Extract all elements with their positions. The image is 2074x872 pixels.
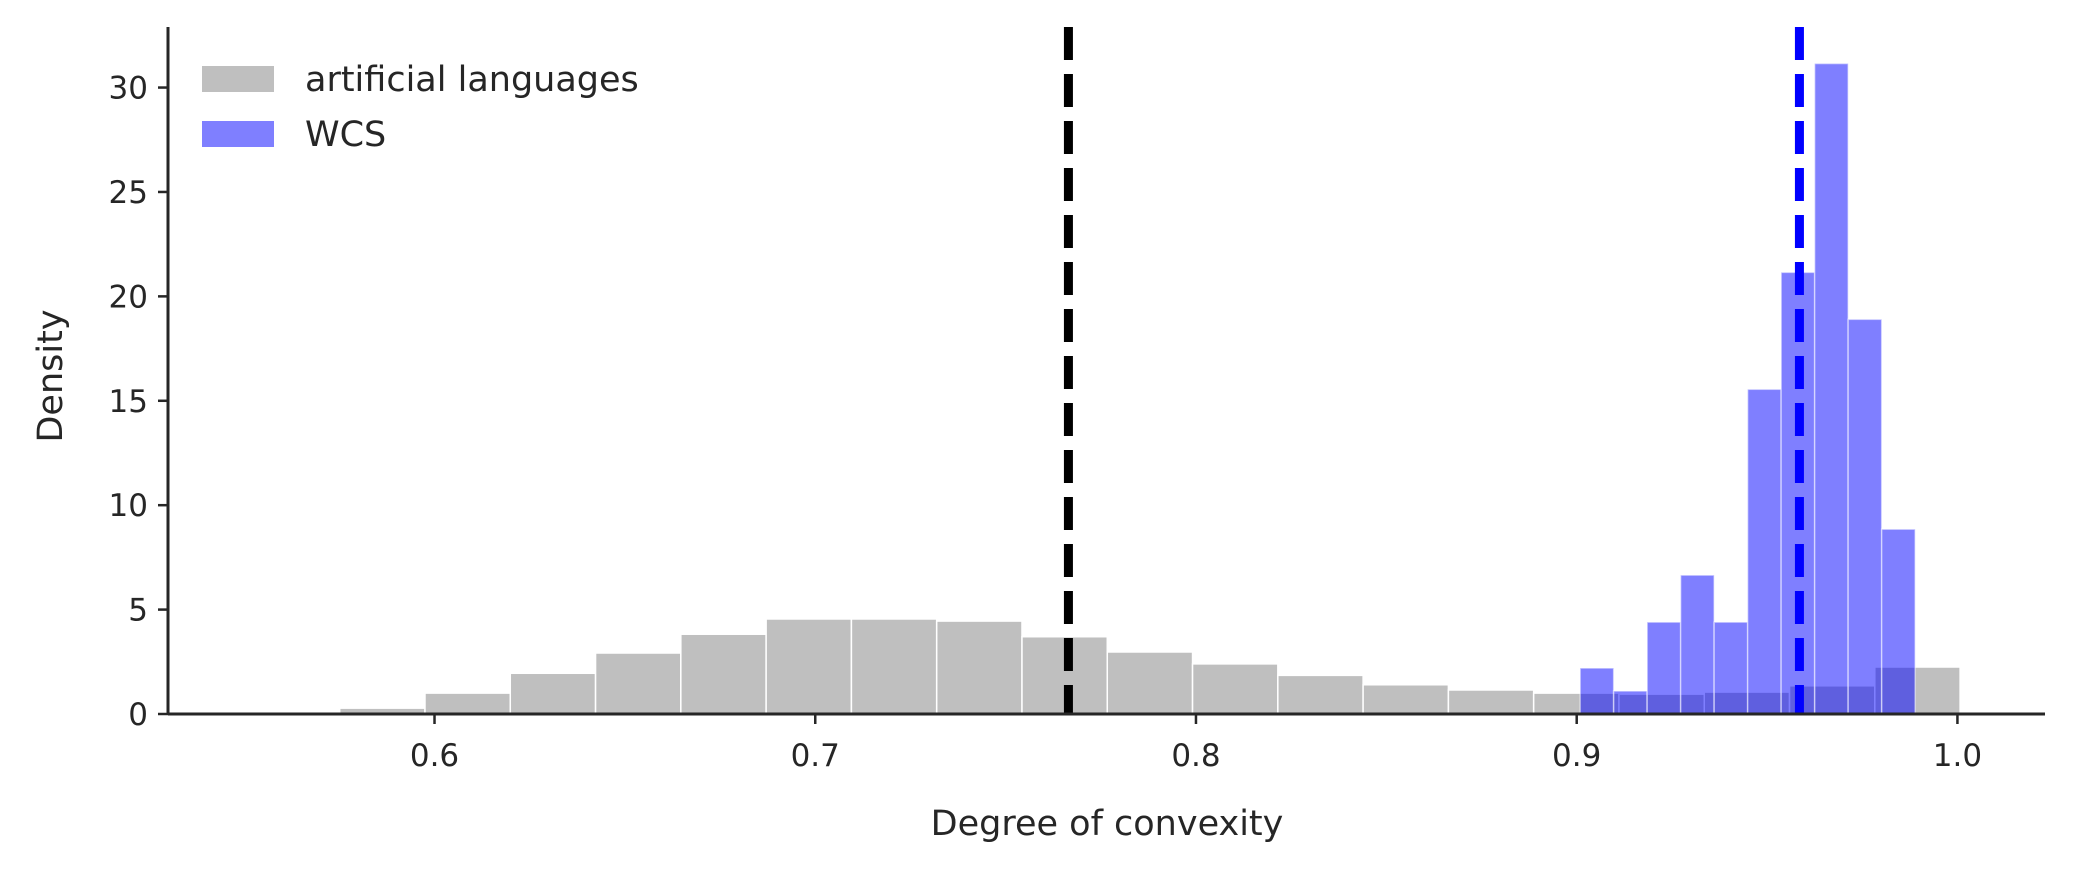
wcs-bar-0 — [1579, 667, 1615, 715]
artificial-bar-13 — [1447, 689, 1535, 715]
artificial-bar-2 — [509, 672, 597, 715]
artificial-bar-11 — [1277, 674, 1364, 715]
x-tick-label: 0.7 — [791, 738, 840, 774]
artificial-bar-12 — [1362, 684, 1450, 715]
y-tick-label: 30 — [109, 71, 148, 107]
artificial-bar-6 — [850, 618, 938, 715]
legend-swatch-artificial-languages — [202, 66, 274, 92]
y-tick-label: 10 — [109, 488, 148, 524]
wcs-bar-3 — [1679, 574, 1715, 715]
artificial-bar-4 — [680, 633, 767, 715]
reference-lines — [1063, 27, 1804, 714]
artificial-bar-10 — [1191, 663, 1279, 715]
y-tick-label: 5 — [128, 593, 148, 629]
x-axis-title: Degree of convexity — [931, 804, 1284, 844]
x-tick-label: 0.9 — [1552, 738, 1601, 774]
legend-label-wcs: WCS — [305, 115, 386, 155]
wcs-bar-8 — [1847, 318, 1883, 715]
artificial-bar-7 — [935, 620, 1023, 715]
wcs-bar-5 — [1746, 388, 1782, 715]
wcs-bar-9 — [1880, 528, 1916, 715]
artificial-bar-5 — [765, 618, 853, 715]
y-tick-label: 0 — [128, 697, 148, 733]
legend-swatch-wcs — [202, 121, 274, 147]
legend-label-artificial-languages: artificial languages — [305, 60, 639, 100]
artificial-bar-3 — [594, 652, 682, 715]
y-axis-ticks: 0 5 10 15 20 25 30 — [109, 71, 168, 733]
artificial-bar-9 — [1106, 651, 1194, 715]
wcs-bars — [1579, 62, 1916, 715]
y-axis-title: Density — [31, 309, 71, 442]
wcs-bar-1 — [1612, 690, 1648, 715]
y-tick-label: 25 — [109, 175, 148, 211]
wcs-bar-7 — [1813, 62, 1849, 715]
x-tick-label: 0.6 — [410, 738, 459, 774]
artificial-bar-1 — [424, 692, 512, 715]
x-tick-label: 1.0 — [1933, 738, 1982, 774]
y-tick-label: 15 — [109, 384, 148, 420]
x-axis-ticks: 0.6 0.7 0.8 0.9 1.0 — [410, 714, 1982, 774]
legend: artificial languages WCS — [202, 60, 639, 155]
wcs-bar-2 — [1646, 621, 1682, 715]
y-tick-label: 20 — [109, 279, 148, 315]
x-tick-label: 0.8 — [1171, 738, 1220, 774]
wcs-bar-4 — [1713, 621, 1749, 715]
